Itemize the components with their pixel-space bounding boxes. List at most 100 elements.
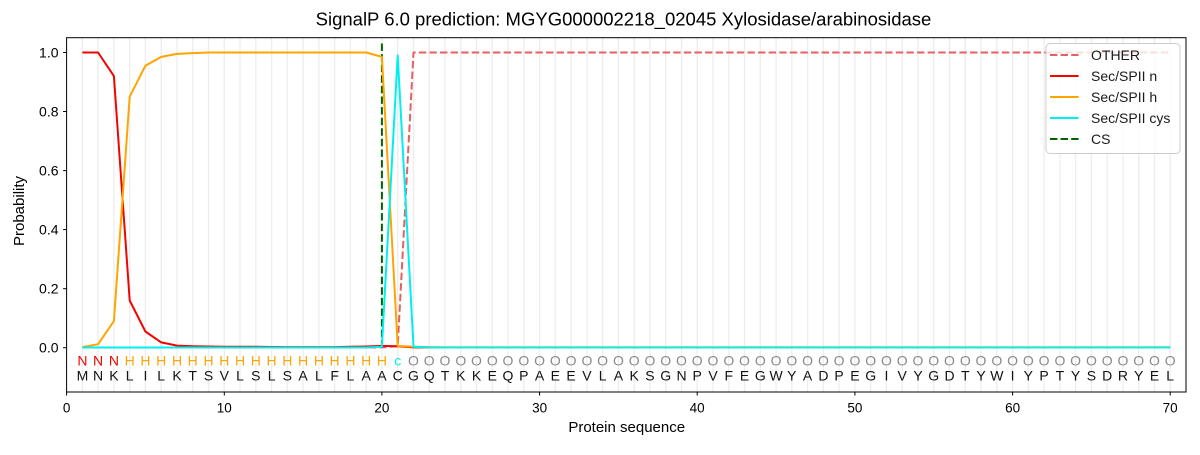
svg-text:70: 70: [1163, 400, 1178, 415]
svg-text:A: A: [614, 367, 624, 383]
svg-text:O: O: [518, 353, 529, 369]
svg-text:M: M: [77, 367, 89, 383]
svg-text:0.6: 0.6: [39, 163, 59, 179]
svg-text:I: I: [1011, 367, 1015, 383]
svg-text:S: S: [204, 367, 213, 383]
svg-text:O: O: [1149, 353, 1160, 369]
svg-text:P: P: [1039, 367, 1048, 383]
svg-text:O: O: [928, 353, 939, 369]
svg-text:H: H: [125, 353, 135, 369]
svg-text:O: O: [566, 353, 577, 369]
svg-text:P: P: [834, 367, 843, 383]
svg-text:O: O: [487, 353, 498, 369]
svg-text:O: O: [692, 353, 703, 369]
svg-text:O: O: [723, 353, 734, 369]
svg-text:O: O: [408, 353, 419, 369]
svg-text:O: O: [440, 353, 451, 369]
svg-text:O: O: [1165, 353, 1176, 369]
svg-text:O: O: [503, 353, 514, 369]
svg-text:O: O: [471, 353, 482, 369]
svg-text:O: O: [708, 353, 719, 369]
svg-text:L: L: [157, 367, 165, 383]
svg-text:P: P: [693, 367, 702, 383]
svg-text:O: O: [1007, 353, 1018, 369]
svg-text:F: F: [725, 367, 734, 383]
svg-text:G: G: [928, 367, 939, 383]
svg-text:O: O: [944, 353, 955, 369]
svg-text:O: O: [1070, 353, 1081, 369]
svg-text:0.2: 0.2: [39, 281, 59, 297]
svg-text:E: E: [488, 367, 497, 383]
svg-text:0.8: 0.8: [39, 103, 59, 119]
svg-text:Sec/SPII cys: Sec/SPII cys: [1091, 110, 1170, 126]
svg-text:K: K: [456, 367, 466, 383]
svg-text:I: I: [143, 367, 147, 383]
svg-text:A: A: [298, 367, 308, 383]
svg-text:G: G: [660, 367, 671, 383]
svg-text:H: H: [203, 353, 213, 369]
svg-text:H: H: [251, 353, 261, 369]
svg-text:G: G: [755, 367, 766, 383]
svg-text:O: O: [739, 353, 750, 369]
svg-text:Sec/SPII n: Sec/SPII n: [1091, 68, 1157, 84]
svg-text:CS: CS: [1091, 131, 1110, 147]
svg-text:N: N: [77, 353, 87, 369]
svg-text:O: O: [550, 353, 561, 369]
svg-text:Probability: Probability: [11, 175, 28, 246]
svg-text:H: H: [377, 353, 387, 369]
svg-text:Q: Q: [503, 367, 514, 383]
svg-text:L: L: [347, 367, 355, 383]
svg-text:H: H: [235, 353, 245, 369]
svg-text:L: L: [315, 367, 323, 383]
svg-text:G: G: [408, 367, 419, 383]
svg-text:A: A: [535, 367, 545, 383]
svg-text:T: T: [1056, 367, 1065, 383]
svg-text:A: A: [362, 367, 372, 383]
svg-text:0.0: 0.0: [39, 340, 59, 356]
svg-text:I: I: [884, 367, 888, 383]
svg-text:C: C: [393, 367, 403, 383]
svg-text:Y: Y: [976, 367, 986, 383]
svg-text:O: O: [818, 353, 829, 369]
svg-text:L: L: [599, 367, 607, 383]
svg-text:O: O: [424, 353, 435, 369]
svg-text:O: O: [1133, 353, 1144, 369]
svg-text:OTHER: OTHER: [1091, 47, 1140, 63]
svg-text:Y: Y: [1024, 367, 1034, 383]
svg-text:H: H: [330, 353, 340, 369]
svg-text:Protein sequence: Protein sequence: [568, 419, 685, 436]
svg-text:0: 0: [63, 400, 71, 415]
svg-text:T: T: [188, 367, 197, 383]
svg-text:O: O: [849, 353, 860, 369]
svg-text:E: E: [740, 367, 749, 383]
svg-text:H: H: [188, 353, 198, 369]
svg-text:50: 50: [847, 400, 862, 415]
svg-text:H: H: [219, 353, 229, 369]
svg-text:O: O: [644, 353, 655, 369]
svg-text:O: O: [676, 353, 687, 369]
svg-text:40: 40: [690, 400, 705, 415]
svg-text:F: F: [330, 367, 339, 383]
svg-text:H: H: [314, 353, 324, 369]
svg-text:O: O: [1054, 353, 1065, 369]
svg-text:K: K: [109, 367, 119, 383]
svg-text:D: D: [944, 367, 954, 383]
svg-text:O: O: [897, 353, 908, 369]
svg-text:O: O: [755, 353, 766, 369]
svg-text:0.4: 0.4: [39, 222, 59, 238]
svg-text:E: E: [850, 367, 859, 383]
svg-text:Y: Y: [1134, 367, 1144, 383]
svg-text:O: O: [1023, 353, 1034, 369]
svg-text:H: H: [361, 353, 371, 369]
svg-text:G: G: [865, 367, 876, 383]
svg-text:D: D: [1102, 367, 1112, 383]
svg-text:T: T: [441, 367, 450, 383]
svg-text:O: O: [976, 353, 987, 369]
svg-text:O: O: [455, 353, 466, 369]
svg-text:H: H: [156, 353, 166, 369]
svg-text:R: R: [1118, 367, 1128, 383]
svg-text:N: N: [676, 367, 686, 383]
svg-text:O: O: [834, 353, 845, 369]
svg-text:O: O: [881, 353, 892, 369]
svg-text:20: 20: [374, 400, 389, 415]
